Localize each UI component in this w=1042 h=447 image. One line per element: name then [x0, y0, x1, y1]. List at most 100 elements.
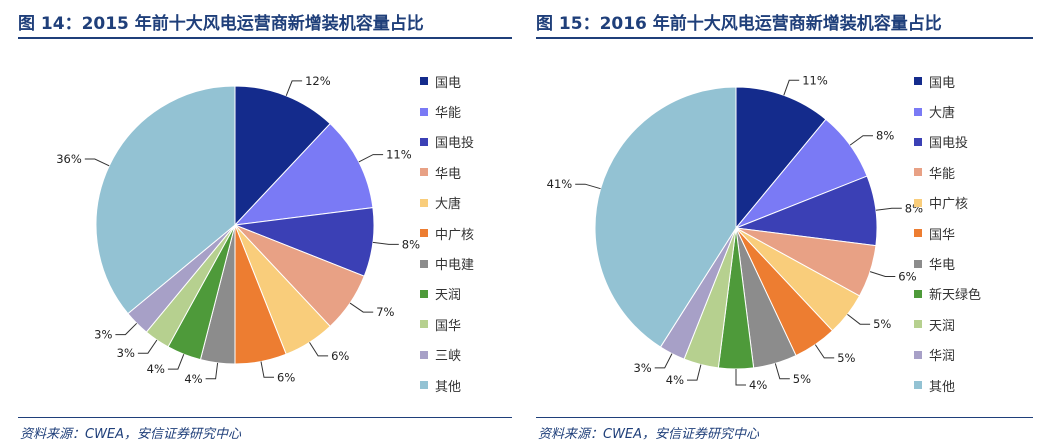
legend-item: 华能 — [420, 96, 474, 126]
leader-line — [205, 362, 219, 380]
title-rule — [18, 37, 512, 39]
pie-slice-11 — [594, 86, 737, 348]
source-rule — [18, 417, 512, 418]
leader-line — [849, 135, 873, 146]
legend-label: 三峡 — [435, 349, 462, 365]
legend-swatch — [420, 320, 428, 329]
slice-percent-label: 5% — [873, 317, 891, 331]
legend-label: 中广核 — [435, 227, 475, 243]
leader-line — [654, 353, 673, 369]
slice-percent-label: 3% — [117, 346, 135, 360]
slice-percent-label: 41% — [547, 177, 573, 191]
slice-percent-label: 8% — [876, 129, 894, 143]
legend-label: 天润 — [929, 318, 956, 334]
legend-swatch — [914, 77, 922, 86]
leader-line — [814, 344, 835, 359]
legend-label: 大唐 — [435, 197, 462, 213]
legend-item: 国电投 — [420, 127, 474, 157]
leader-line — [260, 361, 274, 378]
legend-swatch — [420, 198, 428, 207]
legend-item: 天润 — [420, 279, 474, 309]
chart-legend: 国电华能国电投华电大唐中广核中电建天润国华三峡其他 — [420, 66, 474, 400]
title-rule — [536, 37, 1033, 39]
source-note: 资料来源：CWEA，安信证券研究中心 — [538, 427, 760, 442]
legend-item: 国电 — [420, 66, 474, 96]
legend-item: 中广核 — [914, 188, 981, 218]
slice-percent-label: 3% — [633, 361, 651, 375]
legend-label: 国华 — [435, 318, 462, 334]
leader-line — [84, 158, 110, 167]
slice-percent-label: 36% — [56, 152, 82, 166]
legend-item: 中电建 — [420, 248, 474, 278]
leader-line — [687, 364, 702, 381]
legend-item: 国电 — [914, 66, 981, 96]
leader-line — [869, 271, 896, 277]
slice-percent-label: 4% — [147, 362, 165, 376]
legend-item: 大唐 — [420, 188, 474, 218]
legend-label: 华润 — [929, 349, 956, 365]
slice-percent-label: 5% — [793, 372, 811, 386]
legend-item: 中广核 — [420, 218, 474, 248]
legend-label: 国华 — [929, 227, 956, 243]
legend-item: 华电 — [914, 248, 981, 278]
chart-panel-2016: 图 15：2016 年前十大风电运营商新增装机容量占比 11% 8% 8% 6% 5% 5… — [523, 0, 1042, 447]
leader-line — [875, 207, 902, 211]
legend-label: 华电 — [929, 258, 956, 274]
legend-swatch — [420, 137, 428, 146]
legend-swatch — [420, 289, 428, 298]
slice-percent-label: 8% — [402, 237, 420, 251]
legend-swatch — [914, 320, 922, 329]
leader-line — [847, 314, 871, 325]
legend-item: 华电 — [420, 157, 474, 187]
legend-label: 华能 — [435, 106, 462, 122]
legend-item: 三峡 — [420, 340, 474, 370]
legend-label: 中电建 — [435, 258, 475, 274]
slice-percent-label: 11% — [802, 73, 828, 87]
legend-swatch — [420, 77, 428, 86]
leader-line — [349, 302, 374, 313]
legend-swatch — [914, 107, 922, 116]
slice-percent-label: 6% — [277, 370, 295, 384]
legend-swatch — [420, 168, 428, 177]
legend-item: 天润 — [914, 309, 981, 339]
leader-line — [137, 339, 158, 354]
legend-item: 国华 — [914, 218, 981, 248]
legend-item: 华能 — [914, 157, 981, 187]
legend-swatch — [420, 229, 428, 238]
legend-item: 其他 — [420, 370, 474, 400]
leader-line — [358, 154, 384, 163]
legend-swatch — [914, 289, 922, 298]
legend-swatch — [914, 198, 922, 207]
pie-slice-1 — [735, 86, 827, 230]
legend-swatch — [914, 350, 922, 359]
source-rule — [536, 417, 1033, 418]
slice-percent-label: 4% — [184, 372, 202, 386]
leader-line — [575, 183, 601, 190]
legend-label: 新天绿色 — [929, 288, 982, 304]
legend-swatch — [914, 259, 922, 268]
legend-label: 国电 — [435, 75, 462, 91]
leader-line — [115, 322, 138, 336]
legend-item: 大唐 — [914, 96, 981, 126]
pie-slice-11 — [95, 85, 236, 315]
legend-item: 新天绿色 — [914, 279, 981, 309]
legend-swatch — [914, 381, 922, 390]
chart-legend: 国电 大唐 国电投 华能 中广核 国华 华电 新天绿色 天润 华润 其他 — [914, 66, 981, 400]
legend-label: 国电 — [929, 75, 956, 91]
leader-line — [774, 363, 790, 380]
legend-label: 华电 — [435, 166, 462, 182]
legend-label: 其他 — [929, 379, 956, 395]
legend-swatch — [914, 137, 922, 146]
slice-percent-label: 11% — [386, 148, 412, 162]
slice-percent-label: 4% — [666, 373, 684, 387]
pie-slice-1 — [234, 85, 331, 227]
slice-percent-label: 12% — [305, 74, 331, 88]
leader-line — [285, 80, 303, 96]
legend-item: 国华 — [420, 309, 474, 339]
legend-swatch — [420, 107, 428, 116]
slice-percent-label: 6% — [331, 349, 349, 363]
chart-panel-2015: 图 14：2015 年前十大风电运营商新增装机容量占比 12% 11% 8% 7% 6%… — [0, 0, 520, 447]
legend-swatch — [420, 381, 428, 390]
legend-item: 华润 — [914, 340, 981, 370]
legend-swatch — [914, 229, 922, 238]
